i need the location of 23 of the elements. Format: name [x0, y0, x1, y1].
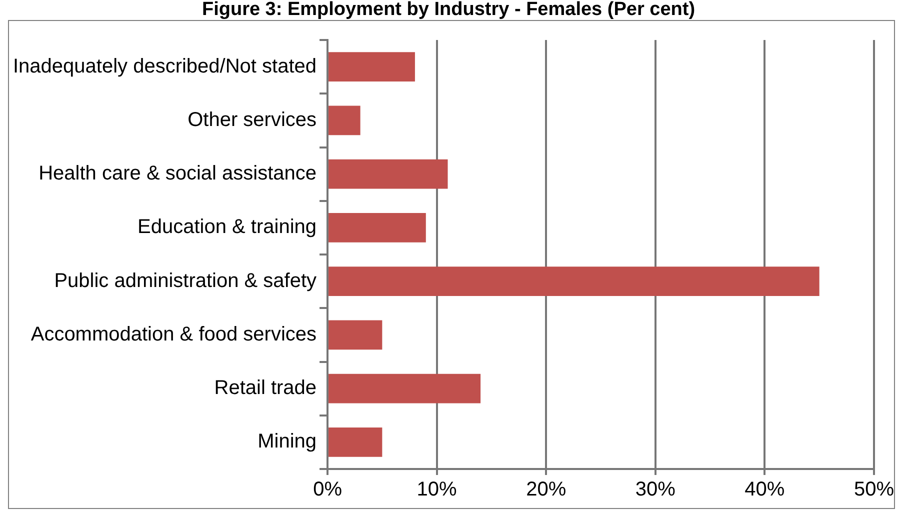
bar [328, 52, 415, 82]
bar [328, 427, 382, 457]
y-tick-label: Other services [188, 108, 317, 131]
y-tick-label: Mining [258, 430, 317, 453]
y-tick-label: Health care & social assistance [38, 162, 317, 185]
bar [328, 266, 820, 296]
bar [328, 212, 426, 242]
y-tick-label: Accommodation & food services [30, 323, 317, 346]
y-tick-label: Retail trade [214, 377, 317, 400]
y-tick-label: Public administration & safety [54, 270, 317, 292]
x-tick-label: 30% [635, 478, 676, 501]
y-tick-label: Education & training [138, 216, 317, 238]
bar [328, 106, 360, 136]
bar [328, 320, 382, 350]
chart-title: Figure 3: Employment by Industry - Females (Per cent) [200, 0, 696, 20]
x-tick-label: 40% [744, 478, 785, 501]
x-tick-label: 50% [854, 478, 894, 501]
x-tick-label: 10% [416, 478, 458, 501]
x-tick-label: 20% [526, 478, 566, 501]
x-tick-label: 0% [313, 478, 342, 501]
bar [328, 159, 448, 189]
bar [328, 374, 481, 404]
y-tick-label: Inadequately described/Not stated [12, 55, 317, 78]
